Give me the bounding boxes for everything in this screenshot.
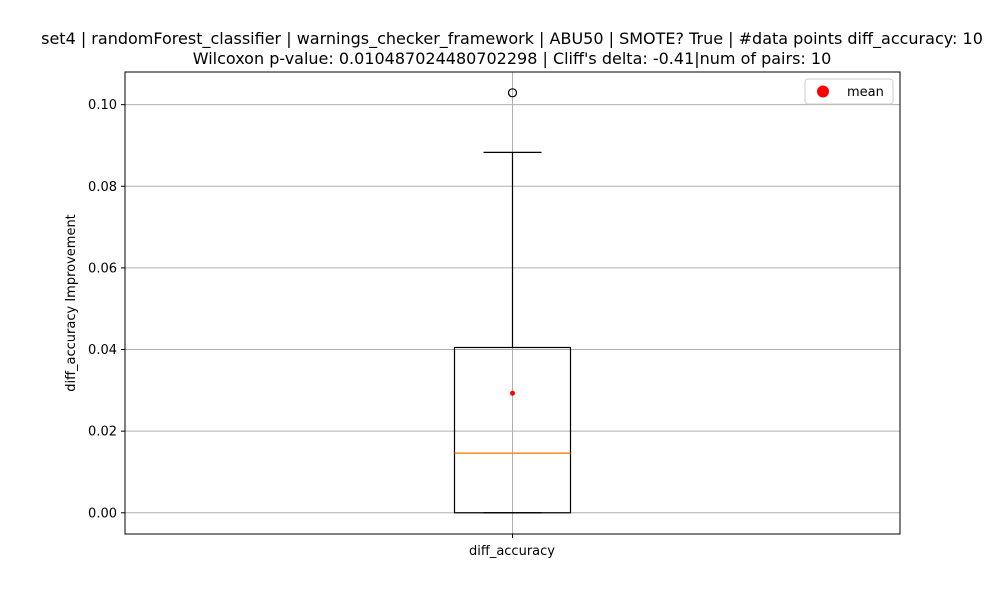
y-tick-label-2: 0.04 [88,343,117,358]
y-tick-label-1: 0.02 [88,425,117,440]
x-tick-label-diff-accuracy: diff_accuracy [469,544,555,559]
y-tick-label-4: 0.08 [88,180,117,195]
y-axis-label: diff_accuracy Improvement [64,214,79,392]
legend-mean-label: mean [847,85,884,100]
chart-title-line-1: set4 | randomForest_classifier | warning… [41,29,983,49]
iqr-box [453,346,572,514]
mean-point [510,390,515,396]
y-tick-label-3: 0.06 [88,261,117,276]
chart-title-line-2: Wilcoxon p-value: 0.010487024480702298 |… [193,49,832,68]
legend-frame [804,78,894,105]
box-plot-marks [453,88,572,514]
legend: mean [804,78,894,105]
y-tick-label-0: 0.00 [88,506,117,521]
outlier-point-0 [507,88,518,98]
legend-mean-marker [817,85,829,98]
y-tick-label-5: 0.10 [88,98,117,113]
y-axis-ticks: 0.00 0.02 0.04 0.06 0.08 0.10 [88,98,513,538]
